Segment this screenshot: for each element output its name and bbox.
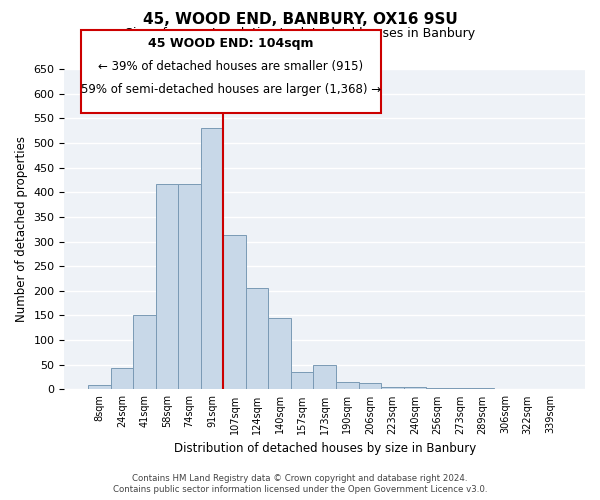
Text: Size of property relative to detached houses in Banbury: Size of property relative to detached ho…	[125, 28, 475, 40]
Bar	[201, 128, 223, 390]
Bar	[359, 382, 381, 390]
Bar	[471, 388, 494, 390]
Bar	[381, 387, 404, 390]
Text: 59% of semi-detached houses are larger (1,368) →: 59% of semi-detached houses are larger (…	[81, 84, 381, 96]
Bar	[223, 234, 246, 390]
Bar	[133, 316, 155, 390]
Bar	[246, 288, 268, 390]
Bar	[291, 372, 313, 390]
Bar	[449, 388, 471, 390]
Text: Contains HM Land Registry data © Crown copyright and database right 2024.
Contai: Contains HM Land Registry data © Crown c…	[113, 474, 487, 494]
Bar	[155, 184, 178, 390]
Bar	[178, 184, 201, 390]
Bar	[88, 386, 110, 390]
Y-axis label: Number of detached properties: Number of detached properties	[15, 136, 28, 322]
Bar	[404, 388, 426, 390]
Text: 45, WOOD END, BANBURY, OX16 9SU: 45, WOOD END, BANBURY, OX16 9SU	[143, 12, 457, 28]
Bar	[313, 366, 336, 390]
Bar	[110, 368, 133, 390]
Text: ← 39% of detached houses are smaller (915): ← 39% of detached houses are smaller (91…	[98, 60, 364, 73]
Bar	[268, 318, 291, 390]
Bar	[336, 382, 359, 390]
X-axis label: Distribution of detached houses by size in Banbury: Distribution of detached houses by size …	[173, 442, 476, 455]
Bar	[426, 388, 449, 390]
Text: 45 WOOD END: 104sqm: 45 WOOD END: 104sqm	[148, 36, 314, 50]
